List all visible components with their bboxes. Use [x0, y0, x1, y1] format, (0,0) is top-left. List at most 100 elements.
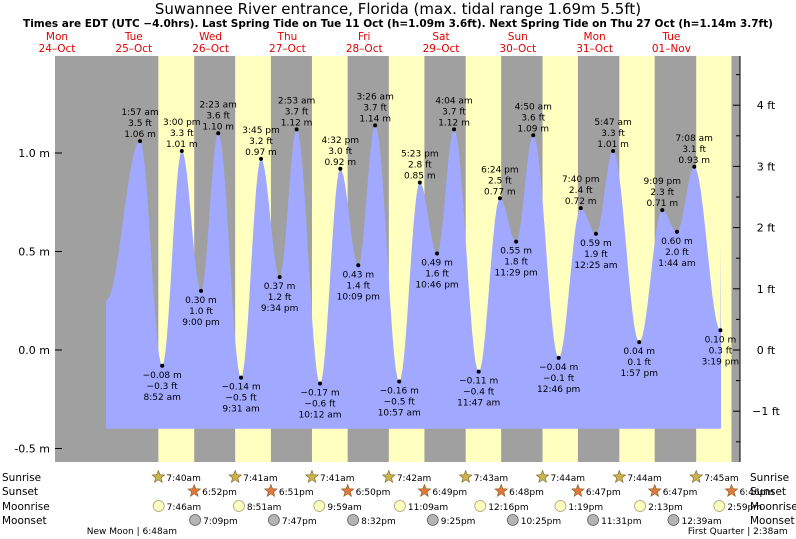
sunrise-icon: [381, 469, 396, 483]
sunset-icon: [647, 483, 662, 497]
high-tide-point: [338, 166, 343, 171]
date-label: 26–Oct: [192, 43, 229, 55]
high-tide-feet: 2.3 ft: [650, 188, 674, 198]
high-tide-feet: 2.8 ft: [408, 161, 432, 171]
high-tide-metres: 1.12 m: [438, 118, 470, 128]
y-tick-label-ft: 1 ft: [757, 283, 776, 296]
high-tide-point: [179, 149, 184, 154]
low-tide-feet: −0.5 ft: [225, 394, 257, 404]
high-tide-feet: 3.6 ft: [521, 113, 545, 123]
date-label: 31–Oct: [576, 43, 613, 55]
moonset-time: 7:09pm: [203, 517, 238, 527]
moonrise-icon: [152, 500, 165, 512]
high-tide-time: 7:40 pm: [562, 175, 600, 185]
high-tide-time: 3:00 pm: [163, 118, 201, 128]
low-tide-point: [397, 379, 402, 384]
high-tide-time: 9:09 pm: [643, 177, 681, 187]
low-tide-point: [435, 251, 440, 256]
high-tide-point: [294, 127, 299, 132]
day-of-week-label: Mon: [584, 31, 606, 43]
day-headers: Mon24–OctTue25–OctWed26–OctThu27–OctFri2…: [39, 31, 691, 55]
sunset-time: 6:47pm: [586, 488, 621, 498]
moonset-time: 10:25pm: [521, 517, 561, 527]
high-tide-metres: 0.93 m: [678, 156, 710, 166]
astro-rows: Sunrise Sunrise Sunset Sunset Moonrise Moonri…: [2, 469, 796, 527]
high-tide-metres: 0.92 m: [324, 158, 356, 168]
row-label-right: Sunset: [750, 486, 786, 498]
high-tide-time: 5:47 am: [594, 118, 631, 128]
low-tide-metres: 0.55 m: [500, 247, 532, 257]
row-label-left: Moonrise: [2, 501, 50, 513]
high-tide-point: [497, 196, 502, 201]
row-label-right: Moonset: [750, 515, 795, 527]
low-tide-metres: −0.11 m: [459, 377, 498, 387]
high-tide-metres: 1.06 m: [124, 130, 156, 140]
moonset-icon: [267, 514, 280, 526]
y-tick-label-ft: −1 ft: [752, 405, 780, 418]
low-tide-feet: 0.3 ft: [709, 346, 733, 356]
low-tide-point: [637, 340, 642, 345]
moonrise-time: 7:46am: [167, 503, 202, 513]
high-tide-point: [692, 164, 697, 169]
y-tick-label-ft: 4 ft: [757, 99, 776, 112]
y-tick-label-ft: 3 ft: [757, 160, 776, 173]
high-tide-time: 4:04 am: [435, 96, 472, 106]
sunrise-time: 7:41am: [243, 474, 278, 484]
y-tick-label-m: -0.5 m: [14, 443, 50, 456]
high-tide-time: 2:53 am: [278, 96, 315, 106]
y-tick-label-m: 0.0 m: [18, 344, 50, 357]
moonrise-icon: [634, 500, 647, 512]
high-tide-metres: 1.09 m: [517, 124, 549, 134]
high-tide-time: 6:24 pm: [481, 165, 519, 175]
high-tide-time: 4:50 am: [515, 102, 552, 112]
high-tide-point: [373, 123, 378, 128]
sunrise-icon: [151, 469, 166, 483]
y-tick-label-m: 1.0 m: [18, 147, 50, 160]
high-tide-point: [531, 133, 536, 138]
high-tide-metres: 0.85 m: [404, 172, 436, 182]
low-tide-time: 1:57 pm: [620, 369, 658, 379]
y-axis-metres: -0.5 m 0.0 m 0.5 m 1.0 m: [14, 147, 62, 456]
sunset-icon: [417, 483, 432, 497]
sunset-time: 6:51pm: [279, 488, 314, 498]
low-tide-time: 10:09 pm: [337, 292, 380, 302]
high-tide-feet: 3.3 ft: [601, 129, 625, 139]
moonrise-time: 9:59am: [327, 503, 362, 513]
sunset-time: 6:50pm: [356, 488, 391, 498]
date-label: 01–Nov: [652, 43, 691, 55]
y-tick-label-m: 0.5 m: [18, 246, 50, 259]
moonrise-time: 2:13pm: [648, 503, 683, 513]
high-tide-point: [216, 131, 221, 136]
high-tide-point: [611, 149, 616, 154]
moonrise-icon: [233, 500, 245, 512]
row-label-left: Moonset: [2, 515, 47, 527]
high-tide-metres: 1.10 m: [202, 122, 234, 132]
low-tide-point: [674, 229, 679, 234]
high-tide-feet: 2.4 ft: [569, 186, 593, 196]
date-label: 27–Oct: [269, 43, 306, 55]
low-tide-point: [160, 363, 165, 368]
high-tide-metres: 0.72 m: [565, 197, 597, 207]
moonset-icon: [426, 514, 439, 526]
day-of-week-label: Thu: [277, 31, 298, 43]
moonset-time: 7:47pm: [282, 517, 317, 527]
low-tide-time: 10:46 pm: [415, 280, 458, 290]
low-tide-metres: 0.37 m: [264, 282, 296, 292]
high-tide-point: [578, 206, 583, 211]
day-of-week-label: Tue: [661, 31, 680, 43]
sunrise-icon: [228, 469, 243, 483]
moonset-icon: [189, 514, 201, 526]
low-tide-metres: −0.08 m: [143, 371, 182, 381]
low-tide-time: 12:25 am: [574, 261, 617, 271]
high-tide-feet: 3.6 ft: [206, 111, 230, 121]
low-tide-time: 12:46 pm: [537, 385, 580, 395]
day-of-week-label: Wed: [199, 31, 222, 43]
sunset-icon: [570, 483, 585, 497]
high-tide-time: 1:57 am: [121, 108, 158, 118]
low-tide-point: [476, 369, 481, 374]
moonrise-icon: [313, 500, 326, 512]
high-tide-time: 3:45 pm: [242, 126, 280, 136]
high-tide-metres: 1.14 m: [359, 114, 391, 124]
high-tide-feet: 3.0 ft: [328, 147, 352, 157]
chart-title: Suwannee River entrance, Florida (max. t…: [155, 0, 641, 18]
